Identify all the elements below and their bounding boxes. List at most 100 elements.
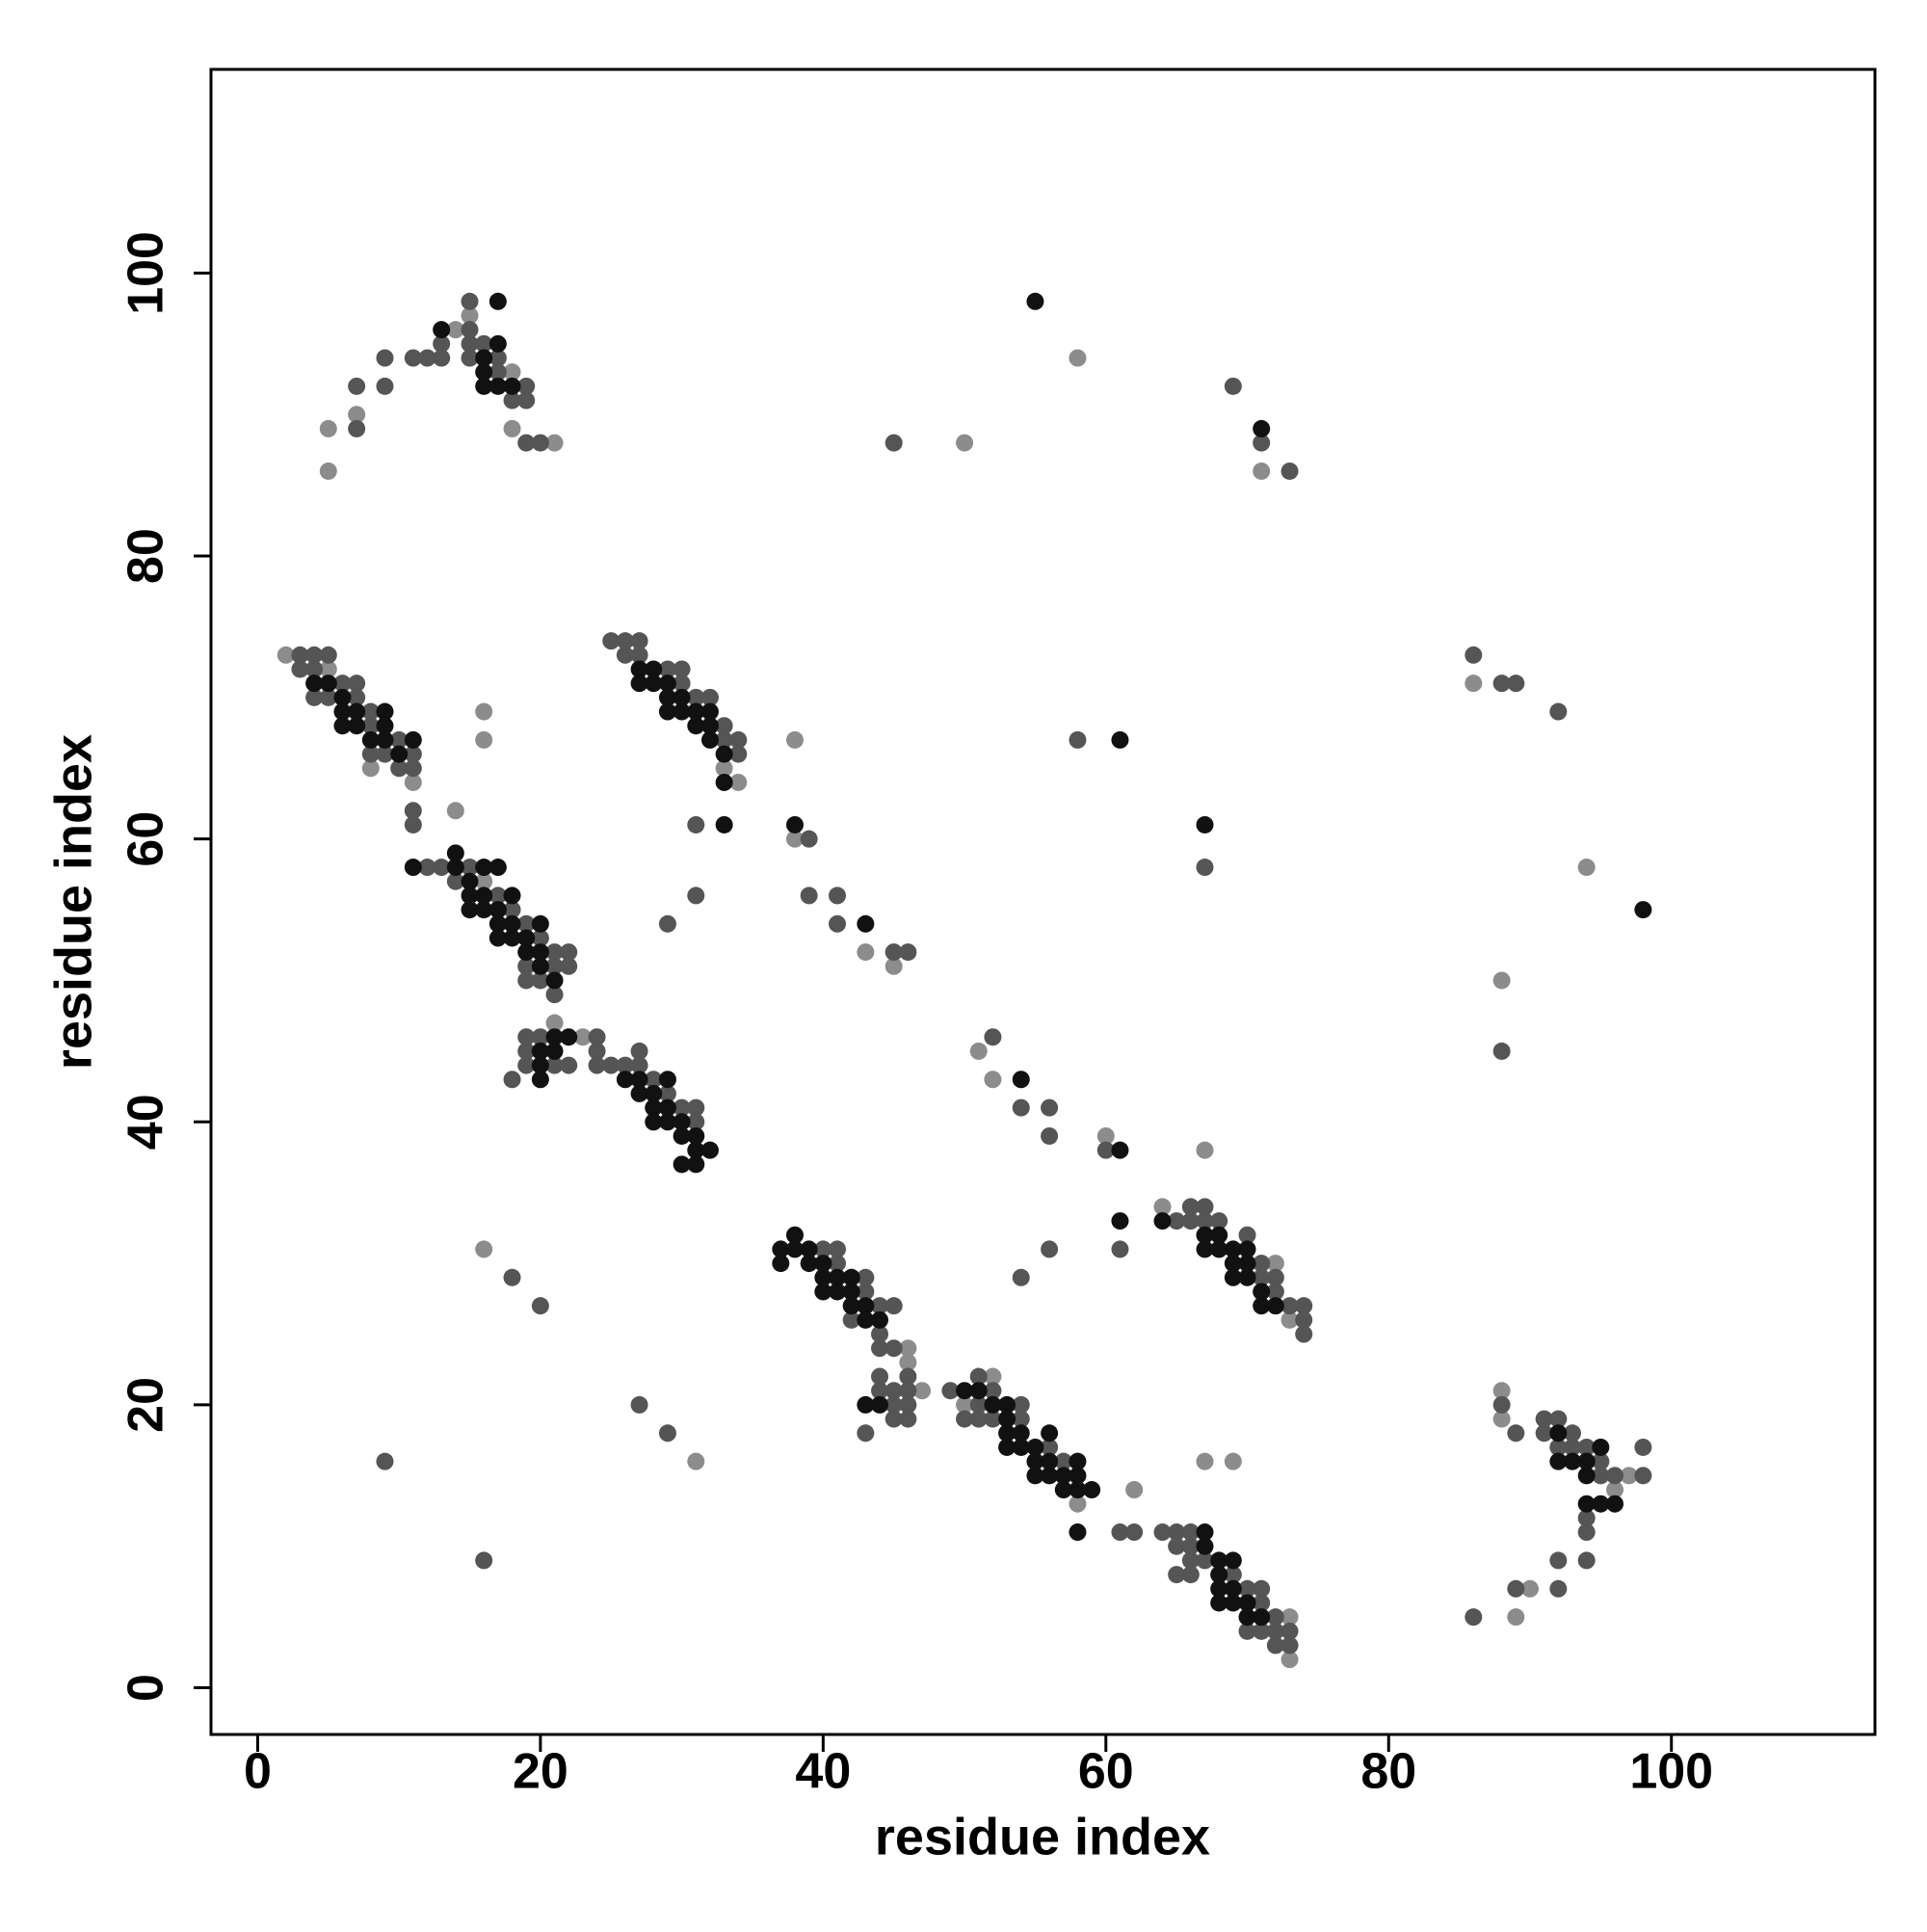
point — [899, 1410, 917, 1428]
point — [1266, 1622, 1284, 1640]
point — [984, 1367, 1002, 1386]
point — [602, 632, 620, 650]
point — [517, 1042, 536, 1060]
point — [829, 914, 847, 933]
point — [1507, 1424, 1525, 1442]
point — [1592, 1452, 1610, 1470]
point — [1196, 1212, 1214, 1231]
point — [1549, 1551, 1568, 1570]
point — [1196, 1226, 1214, 1244]
point — [814, 1255, 832, 1273]
point — [545, 957, 564, 975]
point — [984, 1395, 1002, 1414]
point — [1606, 1481, 1624, 1499]
point — [1577, 1495, 1596, 1513]
point — [461, 887, 479, 905]
point — [1295, 1325, 1313, 1343]
point — [658, 688, 676, 706]
point — [1210, 1566, 1228, 1584]
point — [1592, 1495, 1610, 1513]
point — [1224, 1268, 1242, 1286]
point — [1549, 1452, 1568, 1470]
point — [1253, 1297, 1271, 1315]
point — [857, 1395, 875, 1414]
point — [1026, 1467, 1044, 1485]
point — [1280, 1608, 1299, 1627]
point — [630, 660, 648, 678]
point — [446, 844, 464, 862]
point — [1295, 1297, 1313, 1315]
point — [291, 646, 309, 664]
point — [1577, 1467, 1596, 1485]
point — [969, 1367, 988, 1386]
x-tick-label: 40 — [795, 1744, 851, 1800]
point — [1125, 1481, 1144, 1499]
point — [984, 1410, 1002, 1428]
point — [785, 1226, 804, 1244]
point — [560, 943, 578, 962]
point — [404, 730, 422, 749]
point — [488, 363, 507, 382]
point — [645, 660, 663, 678]
point — [545, 434, 564, 452]
point — [348, 702, 366, 721]
point — [404, 773, 422, 791]
point — [1041, 1424, 1059, 1442]
point — [348, 419, 366, 437]
point — [1012, 1424, 1030, 1442]
point — [1634, 1438, 1652, 1456]
point — [673, 1126, 691, 1145]
point — [531, 929, 549, 947]
point — [1069, 730, 1087, 749]
point — [488, 334, 507, 353]
point — [884, 957, 903, 975]
point — [800, 830, 818, 848]
point — [969, 1410, 988, 1428]
point — [1196, 1141, 1214, 1159]
point — [1238, 1594, 1256, 1612]
point — [1253, 1255, 1271, 1273]
point — [729, 773, 748, 791]
point — [531, 914, 549, 933]
point — [1096, 1141, 1115, 1159]
point — [277, 646, 295, 664]
point — [503, 419, 521, 437]
point — [1125, 1523, 1144, 1542]
point — [1535, 1410, 1553, 1428]
point — [531, 943, 549, 962]
point — [658, 914, 676, 933]
point — [857, 1424, 875, 1442]
point — [517, 929, 536, 947]
point — [376, 717, 394, 735]
point — [475, 377, 493, 395]
point — [517, 971, 536, 990]
point — [1253, 1622, 1271, 1640]
point — [1041, 1240, 1059, 1258]
point — [658, 1424, 676, 1442]
point — [531, 1297, 549, 1315]
point — [446, 802, 464, 820]
point — [871, 1325, 889, 1343]
point — [884, 1410, 903, 1428]
point — [1041, 1126, 1059, 1145]
point — [1153, 1212, 1172, 1231]
point — [658, 1113, 676, 1131]
point — [1280, 1636, 1299, 1654]
point — [1549, 1410, 1568, 1428]
point — [829, 1255, 847, 1273]
point — [376, 349, 394, 367]
point — [1577, 1438, 1596, 1456]
point — [1026, 1452, 1044, 1470]
point — [1181, 1523, 1200, 1542]
point — [673, 1155, 691, 1174]
point — [418, 349, 436, 367]
point — [488, 292, 507, 310]
point — [857, 914, 875, 933]
point — [1280, 1651, 1299, 1669]
point — [1465, 1608, 1483, 1627]
point — [687, 887, 705, 905]
point — [1210, 1594, 1228, 1612]
point — [1224, 1566, 1242, 1584]
point — [291, 660, 309, 678]
point — [956, 1382, 974, 1400]
